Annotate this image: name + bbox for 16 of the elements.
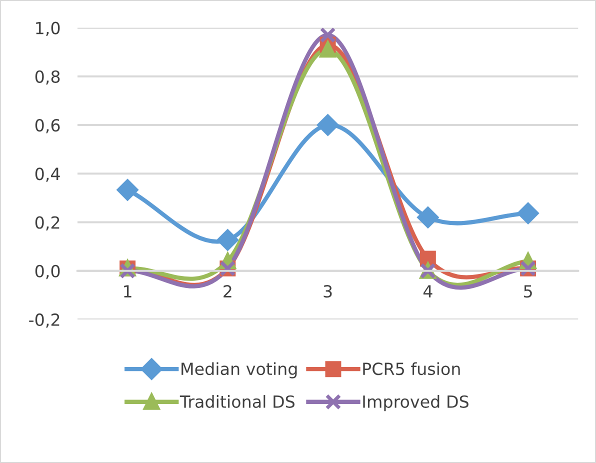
legend-label: Median voting: [182, 362, 297, 378]
y-tick-label: 0,6: [35, 118, 60, 134]
x-tick-label: 4: [423, 285, 432, 298]
x-tick-label: 1: [124, 285, 132, 298]
x-tick-label: 2: [224, 285, 232, 298]
legend-label: PCR5 fusion: [363, 362, 460, 376]
y-tick-label: 0,8: [35, 70, 60, 85]
x-tick-label: 5: [524, 285, 532, 298]
y-tick-label: 0,0: [35, 264, 60, 280]
y-tick-label: 1,0: [36, 22, 60, 36]
y-tick-label: -0,2: [29, 313, 60, 328]
y-tick-label: 0,2: [35, 216, 60, 231]
legend-label: Improved DS: [363, 395, 468, 412]
x-tick-label: 3: [324, 285, 332, 298]
y-tick-label: 0,4: [35, 168, 60, 182]
legend-label: Traditional DS: [180, 395, 294, 408]
